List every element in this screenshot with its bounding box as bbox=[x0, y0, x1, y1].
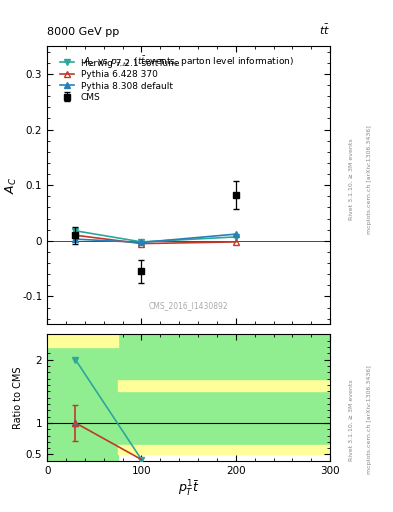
Line: Herwig 7.2.1 softTune: Herwig 7.2.1 softTune bbox=[72, 228, 239, 245]
Pythia 8.308 default bbox=[73, 236, 78, 242]
X-axis label: $p_T^1\bar{t}$: $p_T^1\bar{t}$ bbox=[178, 478, 200, 498]
Pythia 8.308 default bbox=[139, 240, 144, 246]
Pythia 8.308 default bbox=[233, 231, 238, 237]
Text: Rivet 3.1.10, ≥ 3M events: Rivet 3.1.10, ≥ 3M events bbox=[349, 379, 354, 461]
Text: mcplots.cern.ch [arXiv:1306.3436]: mcplots.cern.ch [arXiv:1306.3436] bbox=[367, 366, 372, 474]
Text: Rivet 3.1.10, ≥ 3M events: Rivet 3.1.10, ≥ 3M events bbox=[349, 138, 354, 220]
Y-axis label: $A_C$: $A_C$ bbox=[4, 177, 19, 194]
Text: $A_C$ vs $p_{T,t\bar{t}}$  ($t\bar{t}$events, parton level information): $A_C$ vs $p_{T,t\bar{t}}$ ($t\bar{t}$eve… bbox=[83, 54, 294, 69]
Text: mcplots.cern.ch [arXiv:1306.3436]: mcplots.cern.ch [arXiv:1306.3436] bbox=[367, 125, 372, 233]
Y-axis label: Ratio to CMS: Ratio to CMS bbox=[13, 366, 23, 429]
Line: Pythia 8.308 default: Pythia 8.308 default bbox=[72, 231, 239, 246]
Herwig 7.2.1 softTune bbox=[233, 234, 238, 240]
Legend: Herwig 7.2.1 softTune, Pythia 6.428 370, Pythia 8.308 default, CMS: Herwig 7.2.1 softTune, Pythia 6.428 370,… bbox=[57, 56, 182, 105]
Pythia 6.428 370 bbox=[73, 232, 78, 238]
Pythia 6.428 370 bbox=[139, 241, 144, 247]
Herwig 7.2.1 softTune bbox=[139, 239, 144, 245]
Line: Pythia 6.428 370: Pythia 6.428 370 bbox=[72, 232, 239, 247]
Herwig 7.2.1 softTune bbox=[73, 228, 78, 234]
Pythia 6.428 370 bbox=[233, 239, 238, 245]
Text: CMS_2016_I1430892: CMS_2016_I1430892 bbox=[149, 302, 228, 310]
Text: $t\bar{t}$: $t\bar{t}$ bbox=[319, 23, 330, 37]
Text: 8000 GeV pp: 8000 GeV pp bbox=[47, 27, 119, 37]
